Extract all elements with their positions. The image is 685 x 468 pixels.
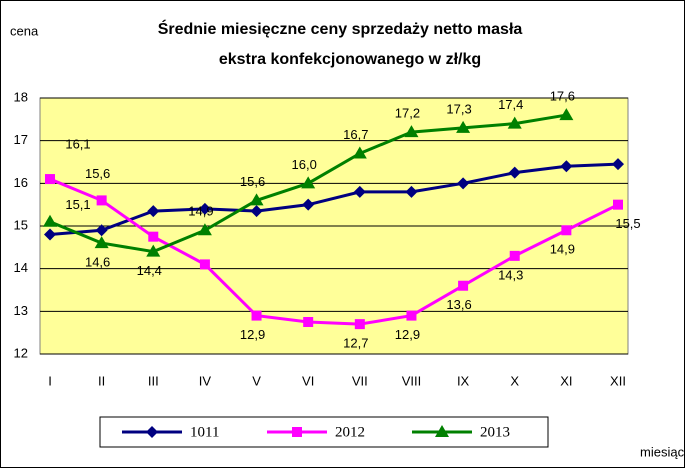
- point: [251, 310, 262, 321]
- data-label: 15,1: [65, 197, 90, 212]
- point: [249, 193, 264, 206]
- data-label: 14,6: [85, 255, 110, 270]
- point: [197, 223, 212, 236]
- x-tick-label: I: [48, 373, 52, 388]
- legend-marker: [292, 427, 302, 437]
- data-label: 17,4: [498, 97, 523, 112]
- data-label: 15,6: [240, 174, 265, 189]
- y-tick-label: 18: [14, 89, 28, 104]
- y-tick-label: 16: [14, 175, 28, 190]
- point: [508, 166, 521, 179]
- data-label: 12,9: [395, 327, 420, 342]
- point: [45, 174, 55, 185]
- data-label: 14,9: [188, 204, 213, 219]
- point: [250, 205, 263, 218]
- data-label: 16,0: [292, 157, 317, 172]
- x-tick-label: VI: [302, 373, 314, 388]
- point: [148, 231, 159, 242]
- series-line: [49, 162, 619, 237]
- point: [353, 185, 366, 198]
- y-tick-label: 14: [14, 260, 28, 275]
- point: [44, 228, 56, 241]
- point: [559, 108, 574, 121]
- point: [404, 125, 419, 138]
- y-tick-label: 12: [14, 345, 28, 360]
- data-label: 14,9: [550, 242, 575, 257]
- y-axis-label: cena: [10, 23, 39, 38]
- point: [507, 116, 522, 129]
- data-label: 12,7: [343, 336, 368, 351]
- data-label: 14,4: [137, 263, 162, 278]
- chart-subtitle: ekstra konfekcjonowanego w zł/kg: [219, 51, 481, 68]
- point: [146, 244, 161, 257]
- x-tick-label: IX: [457, 373, 470, 388]
- data-label: 16,7: [343, 127, 368, 142]
- legend-marker: [146, 426, 158, 438]
- x-tick-label: V: [252, 373, 261, 388]
- point: [509, 250, 520, 261]
- data-label: 17,2: [395, 106, 420, 121]
- data-label: 16,1: [65, 137, 90, 152]
- x-tick-label: II: [98, 373, 105, 388]
- point: [43, 214, 57, 227]
- x-tick-label: VII: [352, 373, 368, 388]
- point: [406, 310, 417, 321]
- x-tick-label: X: [510, 373, 519, 388]
- x-tick-label: IV: [199, 373, 212, 388]
- point: [302, 198, 315, 211]
- y-tick-label: 17: [14, 132, 28, 147]
- data-label: 15,5: [615, 216, 640, 231]
- point: [352, 146, 367, 159]
- point: [354, 319, 365, 330]
- point: [96, 195, 107, 206]
- data-label: 13,6: [446, 297, 471, 312]
- x-tick-label: XII: [610, 373, 626, 388]
- point: [199, 259, 210, 270]
- point: [612, 158, 624, 171]
- legend-label: 1011: [190, 424, 219, 440]
- point: [147, 205, 160, 218]
- point: [613, 199, 623, 210]
- data-label: 12,9: [240, 327, 265, 342]
- series-line: [49, 177, 619, 326]
- legend-label: 2012: [335, 424, 365, 440]
- point: [561, 225, 572, 236]
- data-label: 17,3: [446, 101, 471, 116]
- point: [95, 224, 108, 237]
- legend-marker: [435, 425, 449, 437]
- y-tick-label: 13: [14, 303, 28, 318]
- data-label: 17,6: [550, 89, 575, 104]
- point: [301, 176, 316, 189]
- x-axis-label: miesiąc: [640, 444, 685, 459]
- x-tick-label: III: [148, 373, 159, 388]
- data-label: 15,6: [85, 166, 110, 181]
- point: [458, 280, 469, 291]
- point: [198, 202, 211, 215]
- x-tick-label: XI: [560, 373, 572, 388]
- point: [457, 177, 470, 190]
- point: [405, 185, 418, 198]
- point: [94, 236, 109, 249]
- legend-label: 2013: [480, 424, 510, 440]
- chart-title: Średnie miesięczne ceny sprzedaży netto …: [158, 19, 523, 38]
- point: [303, 317, 314, 327]
- x-tick-label: VIII: [402, 373, 422, 388]
- point: [560, 160, 573, 173]
- data-label: 14,3: [498, 267, 523, 282]
- point: [456, 120, 471, 133]
- y-tick-label: 15: [14, 217, 28, 232]
